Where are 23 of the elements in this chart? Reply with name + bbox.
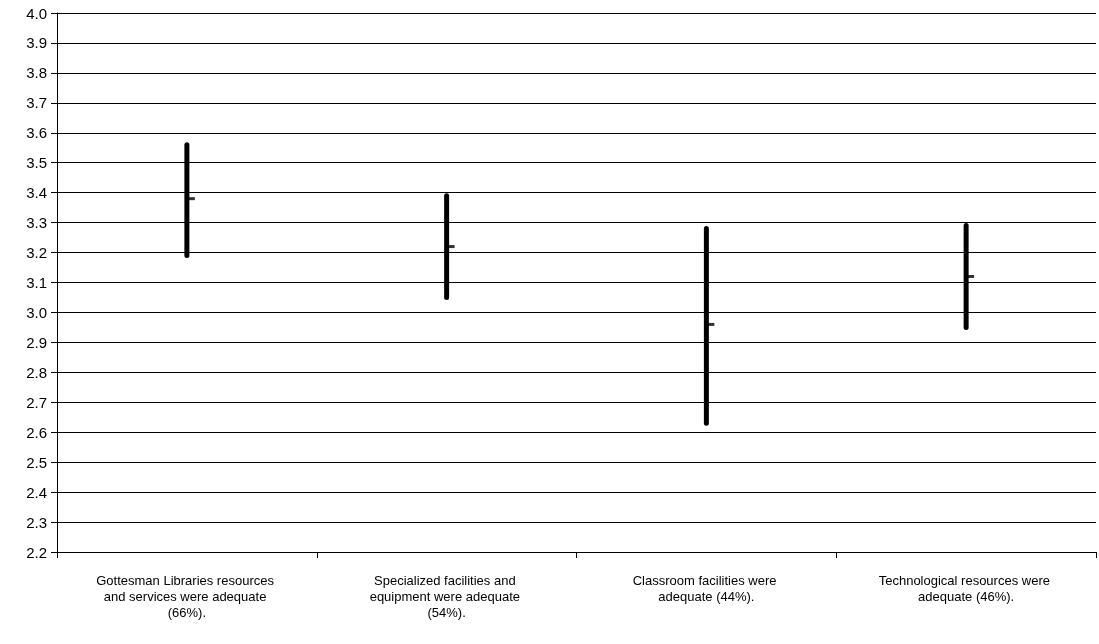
x-tick-label: Technological resources were adequate (46%). bbox=[878, 572, 1054, 604]
y-tick-label: 3.2 bbox=[26, 244, 47, 262]
y-tick-label: 2.7 bbox=[26, 393, 47, 411]
y-tick-label: 2.4 bbox=[26, 483, 47, 501]
y-tick-label: 2.2 bbox=[26, 543, 47, 561]
y-tick-label: 3.8 bbox=[26, 64, 47, 82]
y-tick-label: 4.0 bbox=[26, 4, 47, 22]
y-tick-label: 3.0 bbox=[26, 303, 47, 321]
y-tick-label: 3.9 bbox=[26, 34, 47, 52]
y-tick-label: 2.6 bbox=[26, 423, 47, 441]
y-tick-label: 3.7 bbox=[26, 94, 47, 112]
y-tick-label: 3.1 bbox=[26, 274, 47, 291]
y-tick-label: 3.3 bbox=[26, 214, 47, 232]
y-tick-label: 2.9 bbox=[26, 333, 47, 351]
y-tick-label: 3.4 bbox=[26, 184, 47, 202]
y-tick-label: 2.3 bbox=[26, 513, 47, 531]
y-tick-label: 3.5 bbox=[26, 154, 47, 172]
x-tick-label: Specialized facilities and equipment were adequate (54%). bbox=[369, 572, 524, 620]
y-tick-label: 2.8 bbox=[26, 363, 47, 381]
x-tick-label: Classroom facilities were adequate (44%). bbox=[632, 572, 781, 604]
x-tick-label: Gottesman Libraries resources and services were adequate (66%). bbox=[96, 572, 278, 620]
y-tick-label: 2.5 bbox=[26, 453, 47, 471]
y-tick-label: 3.6 bbox=[26, 124, 47, 142]
